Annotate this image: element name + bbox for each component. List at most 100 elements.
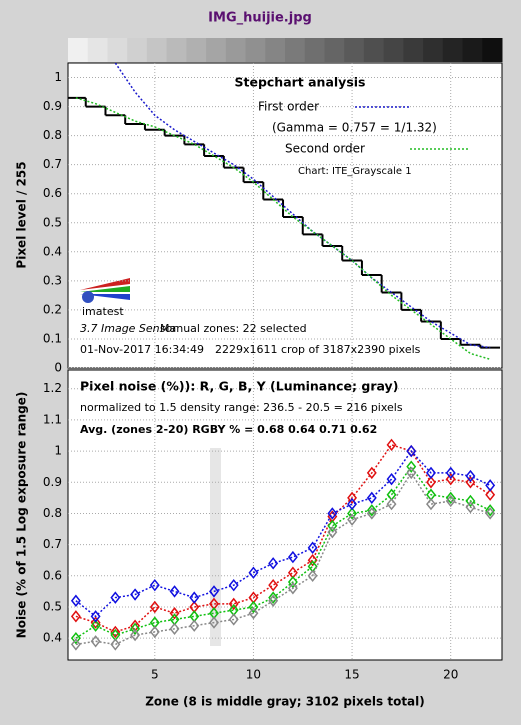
page-title: IMG_huijie.jpg bbox=[208, 11, 312, 26]
y-tick-label: 0.7 bbox=[43, 157, 62, 171]
y-tick-label: 1.1 bbox=[43, 412, 62, 426]
y-tick-label: 0.8 bbox=[43, 128, 62, 142]
x-tick-label: 15 bbox=[344, 668, 359, 682]
marker bbox=[445, 491, 456, 505]
strip-patch bbox=[146, 38, 168, 62]
marker bbox=[485, 479, 496, 492]
marker bbox=[248, 566, 259, 579]
marker bbox=[70, 631, 81, 645]
annotation: Avg. (zones 2-20) RGBY % = 0.68 0.64 0.7… bbox=[80, 423, 377, 436]
y-tick-label: 0.2 bbox=[43, 302, 62, 316]
y-tick-label: 0.8 bbox=[43, 506, 62, 520]
strip-patch bbox=[68, 38, 89, 62]
strip-patch bbox=[87, 38, 108, 62]
y-tick-label: 0.3 bbox=[43, 273, 62, 287]
marker bbox=[485, 504, 496, 517]
marker bbox=[130, 628, 141, 642]
strip-patch bbox=[186, 38, 207, 62]
y-tick-label: 0.4 bbox=[43, 631, 62, 645]
marker bbox=[287, 550, 298, 564]
strip-patch bbox=[383, 38, 404, 62]
strip-patch bbox=[403, 38, 424, 62]
imatest-logo bbox=[80, 278, 130, 303]
marker bbox=[347, 507, 358, 520]
marker bbox=[268, 594, 279, 607]
series-line bbox=[75, 465, 491, 639]
marker bbox=[268, 557, 279, 570]
marker bbox=[465, 469, 476, 483]
annotation: Chart: ITE_Grayscale 1 bbox=[298, 166, 412, 177]
strip-patch bbox=[423, 38, 444, 62]
marker bbox=[268, 591, 279, 604]
annotation: 3.7 Image Sensor bbox=[80, 322, 178, 335]
marker bbox=[70, 638, 81, 651]
marker bbox=[209, 585, 219, 598]
y-tick-label: 1 bbox=[54, 70, 62, 84]
marker bbox=[485, 507, 496, 520]
marker bbox=[366, 507, 377, 520]
marker bbox=[90, 616, 101, 629]
marker bbox=[327, 507, 338, 520]
annotation: Manual zones: 22 selected bbox=[160, 322, 307, 335]
marker bbox=[426, 466, 436, 480]
marker bbox=[130, 622, 141, 636]
annotation: imatest bbox=[82, 305, 124, 318]
marker bbox=[406, 466, 417, 480]
y-tick-label: 0.6 bbox=[43, 186, 62, 200]
marker bbox=[248, 600, 259, 614]
marker bbox=[347, 497, 358, 511]
chart-subtitle: normalized to 1.5 density range: 236.5 -… bbox=[80, 401, 403, 414]
y-tick-label: 0.4 bbox=[43, 244, 62, 258]
strip-patch bbox=[225, 38, 247, 62]
series-line bbox=[114, 63, 491, 349]
strip-patch bbox=[363, 38, 385, 62]
series-line bbox=[75, 449, 491, 618]
marker bbox=[70, 610, 81, 623]
marker bbox=[90, 635, 101, 648]
legend-label: First order bbox=[258, 100, 319, 114]
marker bbox=[426, 497, 436, 511]
annotation: 2229x1611 crop of 3187x2390 pixels bbox=[215, 343, 421, 356]
marker bbox=[465, 476, 476, 489]
marker bbox=[110, 591, 121, 604]
strip-patch bbox=[206, 38, 227, 62]
plot bbox=[68, 370, 502, 660]
annotation: 01-Nov-2017 16:34:49 bbox=[80, 343, 204, 356]
strip-patch bbox=[442, 38, 464, 62]
marker bbox=[189, 591, 200, 604]
marker bbox=[347, 513, 358, 526]
strip-patch bbox=[127, 38, 148, 62]
y-tick-label: 1.2 bbox=[43, 381, 62, 395]
marker bbox=[90, 610, 101, 623]
y-tick-label: 0.6 bbox=[43, 568, 62, 582]
marker bbox=[327, 519, 338, 533]
marker bbox=[228, 578, 239, 592]
strip-patch bbox=[344, 38, 365, 62]
marker bbox=[347, 491, 358, 505]
marker bbox=[406, 444, 417, 458]
marker bbox=[287, 575, 298, 589]
marker bbox=[228, 597, 239, 611]
marker bbox=[445, 472, 456, 486]
marker bbox=[209, 616, 219, 629]
chart-title: Stepchart analysis bbox=[234, 75, 365, 90]
gray-strip bbox=[68, 38, 503, 62]
marker bbox=[189, 619, 200, 632]
marker bbox=[366, 491, 377, 505]
marker bbox=[485, 488, 496, 501]
strip-patch bbox=[107, 38, 128, 62]
marker bbox=[287, 582, 298, 595]
strip-patch bbox=[324, 38, 345, 62]
plot bbox=[68, 63, 502, 368]
marker bbox=[327, 525, 338, 539]
y-axis-label: Noise (% of 1.5 Log exposure range) bbox=[15, 392, 29, 639]
marker bbox=[149, 625, 160, 639]
y-axis-label: Pixel level / 255 bbox=[15, 161, 29, 268]
plot-area bbox=[67, 369, 503, 661]
marker bbox=[268, 578, 279, 592]
marker bbox=[70, 594, 81, 607]
series-line bbox=[75, 471, 491, 646]
marker bbox=[130, 588, 141, 601]
marker bbox=[406, 460, 417, 473]
